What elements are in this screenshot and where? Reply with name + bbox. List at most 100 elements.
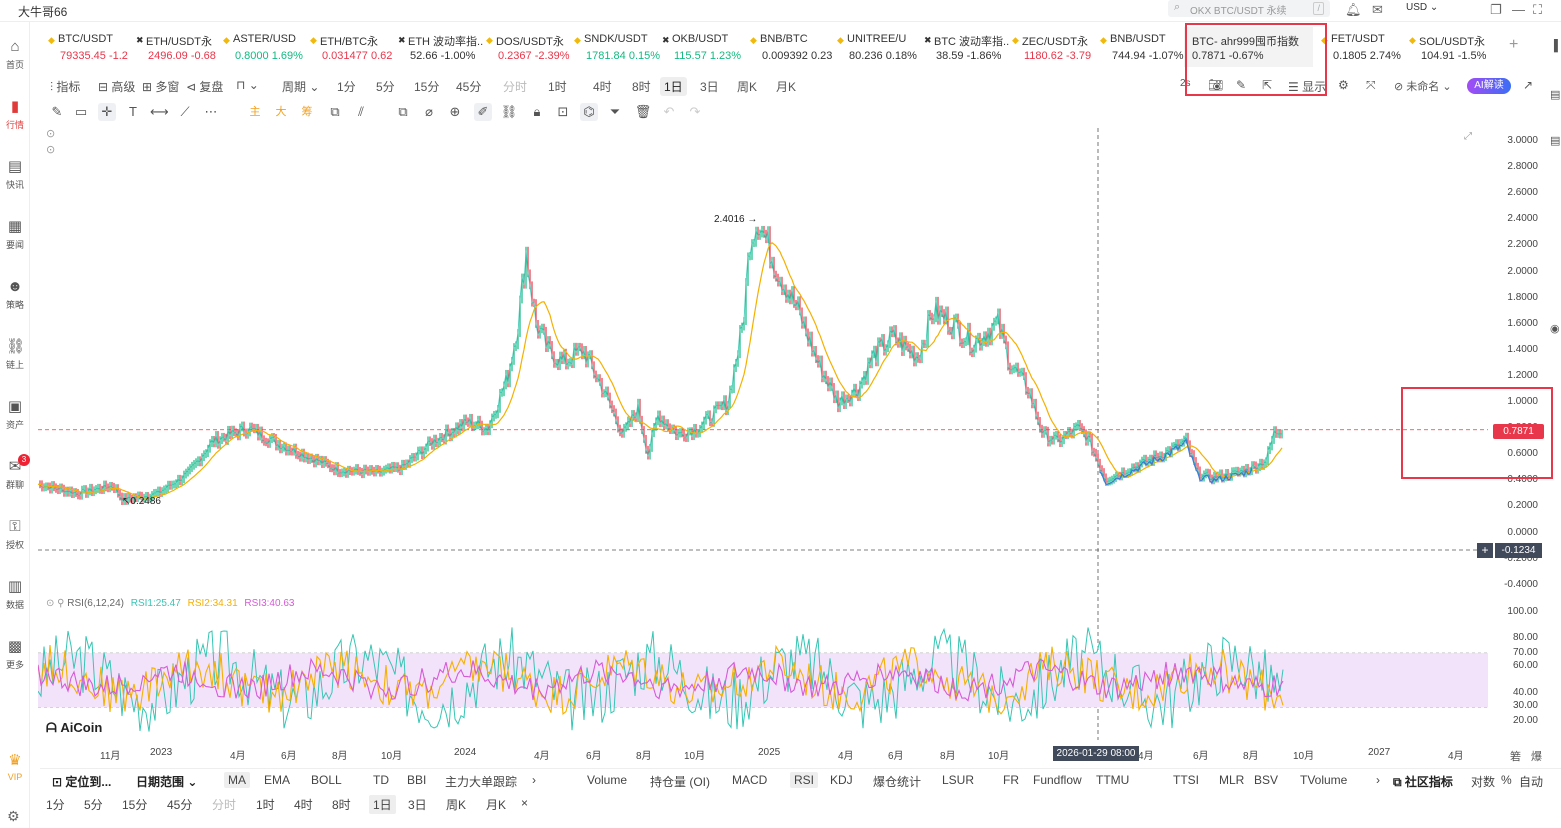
ticker-12[interactable]: ◆ BNB/USDT 744.94 -1.07% xyxy=(1100,27,1186,67)
maximize-icon[interactable]: ⛶ xyxy=(1533,2,1543,17)
ticker-8[interactable]: ◆ BNB/BTC 0.009392 0.23 xyxy=(750,27,835,67)
sidebar-item-4[interactable]: ☻ 策略 xyxy=(0,278,30,326)
bottom-period-tab-4[interactable]: 分时 xyxy=(212,798,237,812)
multi-window-button[interactable]: ⊞ 多窗 xyxy=(142,80,180,94)
currency-select[interactable]: USD ⌄ xyxy=(1406,0,1448,16)
sub-indicator-tab-11[interactable]: MLR xyxy=(1219,773,1245,787)
period-tab-2[interactable]: 15分 xyxy=(414,80,440,94)
trash-icon[interactable]: 🗑︎ xyxy=(634,104,652,119)
settings-gear-icon[interactable]: ⚙ xyxy=(1338,78,1349,92)
bottom-period-tab-7[interactable]: 8时 xyxy=(332,798,351,812)
sidebar-item-0[interactable]: ⌂ 首页 xyxy=(0,38,30,86)
sub-indicator-tab-1[interactable]: 持仓量 (OI) xyxy=(650,775,710,789)
export-icon[interactable]: ⇱ xyxy=(1262,78,1273,92)
more-sub-icon[interactable]: › xyxy=(1376,773,1380,787)
crosshair-icon[interactable]: ✛ xyxy=(98,103,116,121)
collapse-arrow-icon[interactable]: ⊙ xyxy=(46,144,56,156)
sidebar-item-10[interactable]: ▩ 更多 xyxy=(0,638,30,686)
filter-icon[interactable]: ⏷ xyxy=(609,104,621,119)
main-indicator-tab-5[interactable]: 主力大单跟踪 xyxy=(445,775,518,789)
bottom-period-tab-1[interactable]: 5分 xyxy=(84,798,103,812)
bottom-period-tab-6[interactable]: 4时 xyxy=(294,798,313,812)
redo-icon[interactable]: ↷ xyxy=(689,104,701,119)
sub-indicator-tab-12[interactable]: BSV xyxy=(1254,773,1279,787)
trend-line-icon[interactable]: ⟋ xyxy=(180,104,190,119)
more-main-icon[interactable]: › xyxy=(532,773,536,787)
period-tab-4[interactable]: 分时 xyxy=(503,80,528,94)
sub-indicator-tab-5[interactable]: 爆仓统计 xyxy=(873,775,922,789)
chart-type-button[interactable]: ⊓ ⌄ xyxy=(236,78,259,92)
ticker-15[interactable]: ◆ SOL/USDT永 104.91 -1.5% xyxy=(1409,27,1497,67)
ticker-14[interactable]: ◆ FET/USDT 0.1805 2.74% xyxy=(1321,27,1407,67)
magnet-icon[interactable]: ⌬ xyxy=(580,103,598,121)
chart-fullscreen-icon[interactable]: ⤢ xyxy=(1464,131,1472,142)
community-indicator-button[interactable]: ⧉ 社区指标 xyxy=(1393,775,1453,789)
big-order-tool[interactable]: 大 xyxy=(275,106,287,118)
period-tab-11[interactable]: 月K xyxy=(776,80,797,94)
magnet-pen-icon[interactable]: ✐ xyxy=(474,103,492,121)
add-alert-icon[interactable]: + xyxy=(1477,543,1493,558)
bottom-period-tab-3[interactable]: 45分 xyxy=(167,798,193,812)
ticker-6[interactable]: ◆ SNDK/USDT 1781.84 0.15% xyxy=(574,27,660,67)
bottom-period-tab-11[interactable]: 月K xyxy=(486,798,507,812)
price-chart[interactable]: 2.4016 → ↖0.2486 xyxy=(38,128,1488,740)
share-icon[interactable]: ↗ xyxy=(1523,78,1534,92)
advanced-button[interactable]: ⊟ 高级 xyxy=(98,80,136,94)
sub-indicator-tab-7[interactable]: FR xyxy=(1003,773,1019,787)
chart-canvas[interactable]: 2.4016 → ↖0.2486 xyxy=(38,128,1488,740)
edit-icon[interactable]: ✎ xyxy=(1236,78,1247,92)
rsi-toggle-icon[interactable]: ⊙ xyxy=(46,598,55,609)
period-tab-0[interactable]: 1分 xyxy=(337,80,356,94)
main-indicator-tab-3[interactable]: TD xyxy=(373,773,389,787)
zoom-icon[interactable]: 爆 xyxy=(1531,751,1542,763)
right-panel-icon[interactable]: ▐ xyxy=(1550,40,1558,52)
ticker-11[interactable]: ◆ ZEC/USDT永 1180.62 -3.79 xyxy=(1012,27,1098,67)
period-tab-7[interactable]: 8时 xyxy=(632,80,651,94)
camera-icon[interactable]: 📷︎ xyxy=(1208,78,1224,92)
period-tab-3[interactable]: 45分 xyxy=(456,80,482,94)
lock-icon[interactable]: 🔒︎ xyxy=(533,104,541,119)
rsi-settings-icon[interactable]: ⚲ xyxy=(57,598,65,609)
ruler-icon[interactable]: ⌀ xyxy=(425,104,433,119)
main-indicator-tab-4[interactable]: BBI xyxy=(407,773,427,787)
ticker-4[interactable]: ✖ ETH 波动率指... 52.66 -1.00% xyxy=(398,27,484,67)
right-doc-icon[interactable]: ▤ xyxy=(1550,135,1561,147)
sub-indicator-tab-6[interactable]: LSUR xyxy=(942,773,975,787)
ticker-5[interactable]: ◆ DOS/USDT永 0.2367 -2.39% xyxy=(486,27,572,67)
ai-interpret-button[interactable]: AI解读 xyxy=(1467,78,1511,94)
sub-indicator-tab-4[interactable]: KDJ xyxy=(830,773,853,787)
bottom-period-tab-0[interactable]: 1分 xyxy=(46,798,65,812)
search-input[interactable]: ⌕ OKX BTC/USDT 永续 / xyxy=(1168,0,1330,17)
scale-icon[interactable]: 箬 xyxy=(1510,751,1521,763)
sub-indicator-tab-0[interactable]: Volume xyxy=(587,773,628,787)
main-indicator-tab-0[interactable]: MA xyxy=(224,772,250,788)
period-tab-1[interactable]: 5分 xyxy=(376,80,395,94)
bottom-period-tab-2[interactable]: 15分 xyxy=(122,798,148,812)
display-button[interactable]: ☰ 显示 xyxy=(1288,80,1327,94)
minimize-icon[interactable]: — xyxy=(1512,2,1525,17)
more-tools-icon[interactable]: ⋯ xyxy=(204,104,218,119)
sidebar-item-11[interactable]: ♛ VIP xyxy=(0,752,30,800)
sidebar-item-8[interactable]: ⚿ 授权 xyxy=(0,518,30,566)
bell-icon[interactable]: 🔔︎ xyxy=(1345,2,1362,17)
pen-icon[interactable]: ✎ xyxy=(51,104,63,119)
period-tab-5[interactable]: 1时 xyxy=(548,80,567,94)
sub-indicator-tab-3[interactable]: RSI xyxy=(790,772,819,788)
auto-scale-button[interactable]: 自动 xyxy=(1519,775,1544,789)
add-ticker-icon[interactable]: + xyxy=(1509,36,1519,53)
bottom-period-tab-10[interactable]: 周K xyxy=(446,798,467,812)
sidebar-item-1[interactable]: ▮ 行情 xyxy=(0,98,30,146)
fullscreen-icon[interactable]: ⤧ xyxy=(1366,78,1376,92)
replay-button[interactable]: ⊲ 复盘 xyxy=(186,80,224,94)
sidebar-item-3[interactable]: ▦ 要闻 xyxy=(0,218,30,266)
main-indicator-tab-2[interactable]: BOLL xyxy=(311,773,342,787)
time-axis[interactable]: 11月 2023 4月 6月 8月 10月 2024 4月 6月 8月 10月 2025 4月 6月 8月 1… xyxy=(38,746,1488,762)
ticker-2[interactable]: ◆ ASTER/USD 0.8000 1.69% xyxy=(223,27,308,67)
main-force-tool[interactable]: 主 xyxy=(249,106,261,118)
date-range-button[interactable]: 日期范围 ⌄ xyxy=(136,775,198,789)
window-restore-icon[interactable]: ❐ xyxy=(1490,2,1502,17)
ticker-0[interactable]: ◆ BTC/USDT 79335.45 -1.2 xyxy=(48,27,134,67)
template-icon[interactable]: ⊡ xyxy=(557,104,569,119)
sub-indicator-tab-8[interactable]: Fundflow xyxy=(1033,773,1082,787)
sub-indicator-tab-9[interactable]: TTMU xyxy=(1096,773,1130,787)
